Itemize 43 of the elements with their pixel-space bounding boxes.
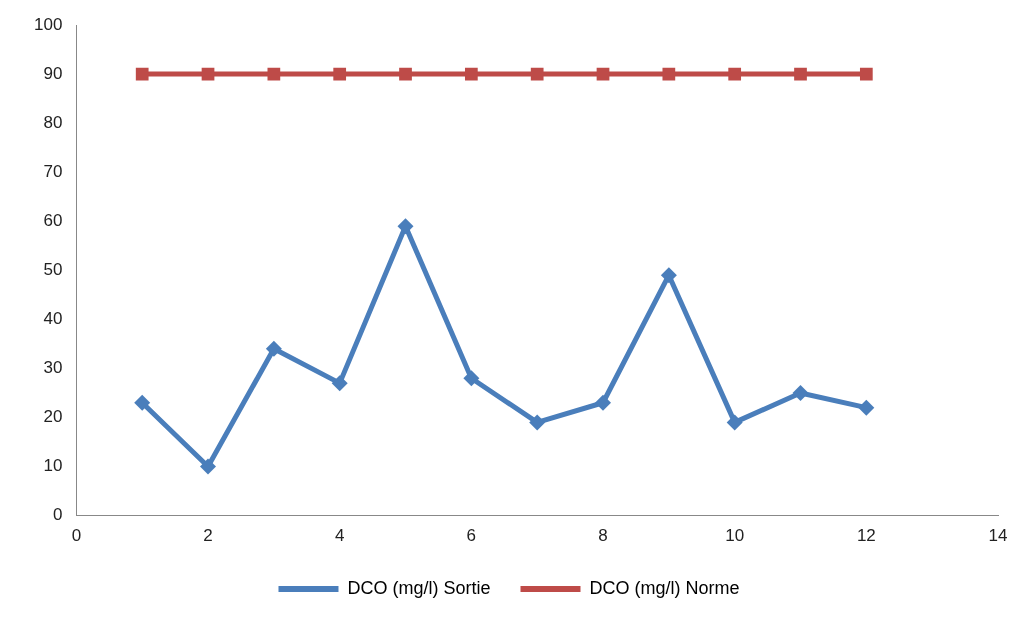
point xyxy=(792,384,809,401)
y-tick-label: 20 xyxy=(43,407,63,427)
y-tick-label: 70 xyxy=(43,161,63,181)
x-tick-label: 14 xyxy=(988,526,1008,546)
y-tick-label: 10 xyxy=(43,456,63,476)
point xyxy=(331,375,348,392)
point xyxy=(134,394,151,411)
x-tick-label: 10 xyxy=(725,526,745,546)
point xyxy=(859,67,873,81)
point xyxy=(464,67,478,81)
x-tick-label: 2 xyxy=(203,526,213,546)
point xyxy=(463,370,480,387)
point xyxy=(794,67,807,81)
point xyxy=(726,414,743,431)
point xyxy=(858,399,875,416)
x-tick-label: 12 xyxy=(856,526,876,546)
point xyxy=(662,67,676,81)
point xyxy=(728,67,742,81)
point xyxy=(660,267,677,284)
y-tick-label: 50 xyxy=(43,259,63,279)
point xyxy=(529,414,546,431)
x-tick-label: 8 xyxy=(598,526,608,546)
point xyxy=(595,394,612,411)
x-tick-label: 0 xyxy=(71,526,82,546)
legend-label: DCO (mg/l) Norme xyxy=(589,577,740,598)
y-tick-label: 0 xyxy=(52,505,63,525)
legend-label: DCO (mg/l) Sortie xyxy=(347,577,491,598)
point xyxy=(333,67,347,81)
x-tick-label: 4 xyxy=(334,526,345,546)
y-tick-label: 100 xyxy=(33,14,63,34)
y-tick-label: 60 xyxy=(43,210,63,230)
y-tick-label: 90 xyxy=(43,63,63,83)
y-tick-label: 40 xyxy=(43,309,63,329)
point xyxy=(399,67,412,81)
x-tick-label: 6 xyxy=(466,526,477,546)
point xyxy=(530,67,544,81)
y-tick-label: 80 xyxy=(43,112,63,132)
point xyxy=(397,218,414,235)
point xyxy=(265,340,282,357)
point xyxy=(135,67,149,81)
y-tick-label: 30 xyxy=(43,358,63,378)
point xyxy=(267,67,281,81)
point xyxy=(200,458,217,475)
